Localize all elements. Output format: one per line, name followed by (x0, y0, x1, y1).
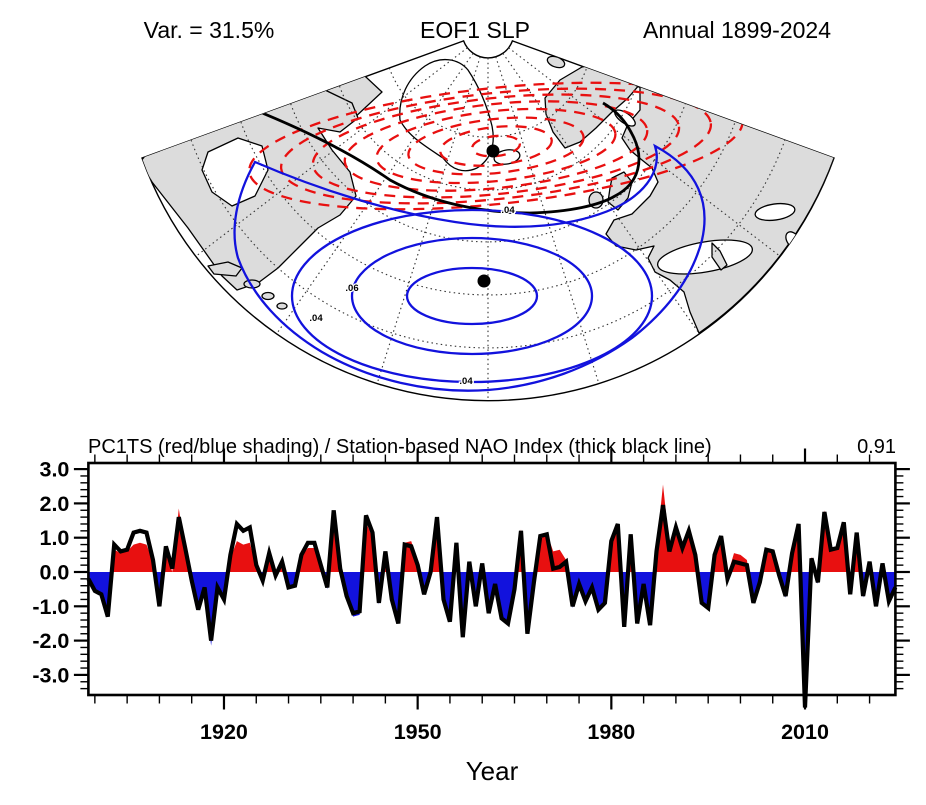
y-tick-label: 2.0 (40, 492, 70, 516)
x-tick-label: 1980 (587, 720, 635, 744)
contour-label: .04 (501, 205, 515, 216)
caribbean-island (207, 261, 243, 277)
y-tick-label: -1.0 (32, 595, 69, 619)
x-axis-label: Year (465, 756, 519, 786)
positive-contours (233, 143, 706, 392)
timeseries-plot: -3.0 -2.0 -1.0 0.0 1.0 2.0 3.0 1920 1950 1980 2010 (32, 448, 910, 744)
nao-index-line (86, 504, 898, 708)
axis-tick-labels: -3.0 -2.0 -1.0 0.0 1.0 2.0 3.0 1920 1950 1980 2010 (32, 458, 829, 744)
contour-label-layer: .06 .04 .04 .04 (308, 204, 516, 389)
x-tick-label: 2010 (781, 720, 829, 744)
contour-label: .04 (309, 313, 323, 324)
y-tick-label: -2.0 (32, 629, 69, 653)
caribbean-island (261, 291, 275, 301)
axis-ticks (73, 448, 910, 710)
contour-label: .04 (459, 376, 473, 387)
center-marker-layer (477, 144, 500, 288)
map-title: EOF1 SLP (420, 17, 530, 43)
black-sea (754, 202, 796, 222)
y-tick-label: 0.0 (40, 561, 70, 585)
variance-label: Var. = 31.5% (143, 17, 275, 43)
x-tick-label: 1950 (394, 720, 442, 744)
hudson-bay (201, 137, 269, 207)
eof-map: .06 .04 .04 .04 (141, 40, 835, 402)
zero-contour (249, 101, 641, 215)
period-label: Annual 1899-2024 (643, 17, 831, 43)
y-tick-label: 1.0 (40, 526, 70, 550)
contour-label: .06 (345, 283, 358, 294)
y-tick-label: 3.0 (40, 458, 70, 482)
iceland-land (493, 149, 521, 165)
nao-line (86, 504, 898, 708)
negative-center-dot (486, 144, 500, 158)
y-tick-label: -3.0 (32, 663, 69, 687)
timeseries-title: PC1TS (red/blue shading) / Station-based… (88, 436, 712, 458)
caribbean-island (276, 302, 288, 310)
x-tick-label: 1920 (200, 720, 248, 744)
positive-center-dot (477, 274, 491, 288)
correlation-value: 0.91 (857, 436, 896, 458)
